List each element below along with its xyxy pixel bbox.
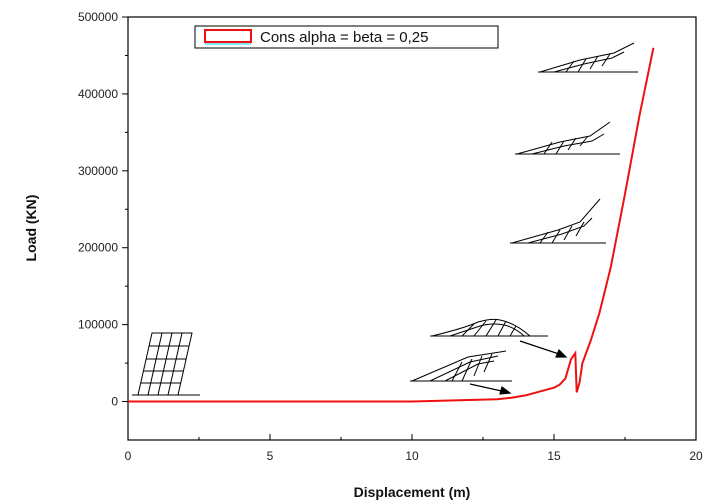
x-tick-label: 20 bbox=[689, 449, 703, 463]
y-tick-label: 400000 bbox=[78, 87, 118, 101]
x-tick-label: 15 bbox=[547, 449, 561, 463]
x-tick-label: 5 bbox=[267, 449, 274, 463]
legend: Cons alpha = beta = 0,25 bbox=[194, 25, 499, 49]
mesh-inset-slope-4 bbox=[538, 42, 638, 73]
y-tick-label: 200000 bbox=[78, 241, 118, 255]
mesh-inset-slope-3 bbox=[515, 121, 620, 155]
annotation-arrow-upper bbox=[519, 340, 568, 358]
y-tick-label: 500000 bbox=[78, 10, 118, 24]
y-axis-title: Load (KN) bbox=[23, 195, 39, 262]
legend-swatch bbox=[204, 29, 252, 43]
axis-tick-labels: 0 5 10 15 20 0 100000 200000 300000 400000 500000 bbox=[78, 10, 703, 463]
axis-ticks bbox=[122, 16, 697, 440]
x-tick-label: 0 bbox=[125, 449, 132, 463]
x-axis-title: Displacement (m) bbox=[354, 484, 471, 500]
legend-label: Cons alpha = beta = 0,25 bbox=[260, 29, 428, 46]
x-tick-label: 10 bbox=[405, 449, 419, 463]
annotation-arrow-lower bbox=[469, 383, 512, 395]
y-tick-label: 0 bbox=[111, 395, 118, 409]
mesh-inset-slope-1 bbox=[410, 350, 512, 382]
mesh-inset-rectangular bbox=[132, 332, 200, 396]
y-tick-label: 300000 bbox=[78, 164, 118, 178]
mesh-inset-hill bbox=[430, 318, 548, 337]
mesh-inset-slope-2 bbox=[510, 198, 606, 244]
y-tick-label: 100000 bbox=[78, 318, 118, 332]
series-line bbox=[128, 47, 655, 403]
legend-box bbox=[194, 25, 499, 49]
